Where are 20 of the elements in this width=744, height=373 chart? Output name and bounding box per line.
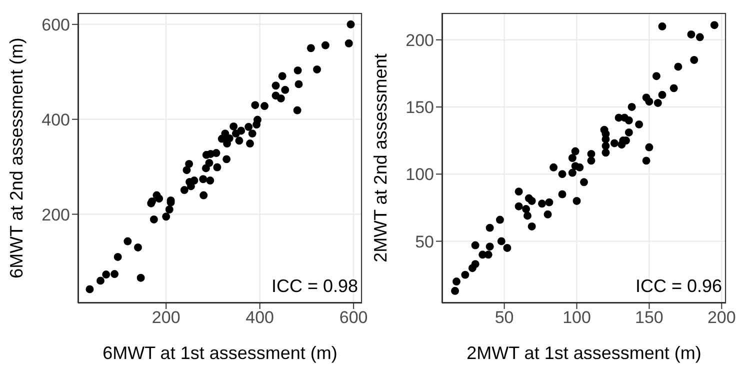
annotation: ICC = 0.96 (635, 276, 722, 297)
y-tick-label: 200 (406, 30, 434, 50)
y-axis-title: 2MWT at 2nd assessment (370, 54, 390, 262)
x-tick-label: 400 (246, 308, 274, 328)
x-tick-label: 600 (339, 308, 368, 328)
x-tick-label: 150 (635, 308, 664, 328)
y-tick-label: 600 (42, 15, 70, 34)
y-axis-title: 6MWT at 2nd assessment (m) (6, 38, 26, 278)
y-tick-label: 400 (42, 110, 70, 130)
y-tick-label: 150 (406, 98, 434, 118)
y-tick-label: 100 (406, 165, 434, 184)
x-tick-label: 100 (562, 308, 591, 328)
y-tick-label: 200 (42, 205, 70, 224)
x-tick-label: 50 (494, 308, 514, 328)
x-axis-title: 6MWT at 1st assessment (m) (102, 343, 338, 363)
x-axis-title: 2MWT at 1st assessment (m) (466, 343, 702, 363)
x-tick-label: 200 (707, 308, 736, 328)
y-tick-label: 50 (415, 232, 434, 252)
annotation: ICC = 0.98 (271, 276, 358, 297)
x-tick-label: 200 (152, 308, 180, 328)
